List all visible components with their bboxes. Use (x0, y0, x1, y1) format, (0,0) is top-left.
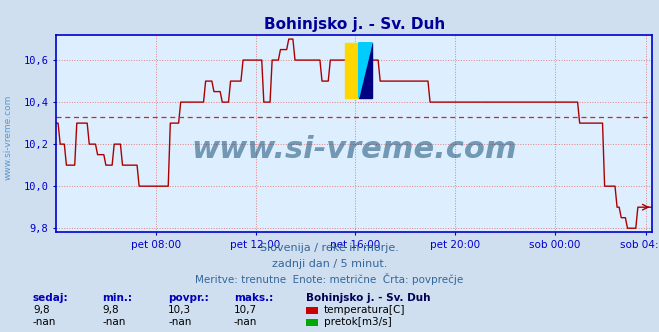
Text: -nan: -nan (168, 317, 191, 327)
Text: Bohinjsko j. - Sv. Duh: Bohinjsko j. - Sv. Duh (306, 293, 431, 303)
Text: maks.:: maks.: (234, 293, 273, 303)
Text: www.si-vreme.com: www.si-vreme.com (3, 95, 13, 181)
Text: 10,7: 10,7 (234, 305, 257, 315)
Text: temperatura[C]: temperatura[C] (324, 305, 405, 315)
Text: www.si-vreme.com: www.si-vreme.com (191, 135, 517, 164)
Text: zadnji dan / 5 minut.: zadnji dan / 5 minut. (272, 259, 387, 269)
Text: 10,3: 10,3 (168, 305, 191, 315)
Text: Slovenija / reke in morje.: Slovenija / reke in morje. (260, 243, 399, 253)
Bar (345, 43, 358, 98)
Text: sedaj:: sedaj: (33, 293, 69, 303)
Text: -nan: -nan (234, 317, 257, 327)
Text: 9,8: 9,8 (102, 305, 119, 315)
Bar (358, 43, 372, 98)
Text: Meritve: trenutne  Enote: metrične  Črta: povprečje: Meritve: trenutne Enote: metrične Črta: … (195, 273, 464, 285)
Text: -nan: -nan (102, 317, 125, 327)
Polygon shape (358, 43, 372, 98)
Text: pretok[m3/s]: pretok[m3/s] (324, 317, 391, 327)
Text: povpr.:: povpr.: (168, 293, 209, 303)
Text: min.:: min.: (102, 293, 132, 303)
Title: Bohinjsko j. - Sv. Duh: Bohinjsko j. - Sv. Duh (264, 17, 445, 32)
Text: 9,8: 9,8 (33, 305, 49, 315)
Text: -nan: -nan (33, 317, 56, 327)
